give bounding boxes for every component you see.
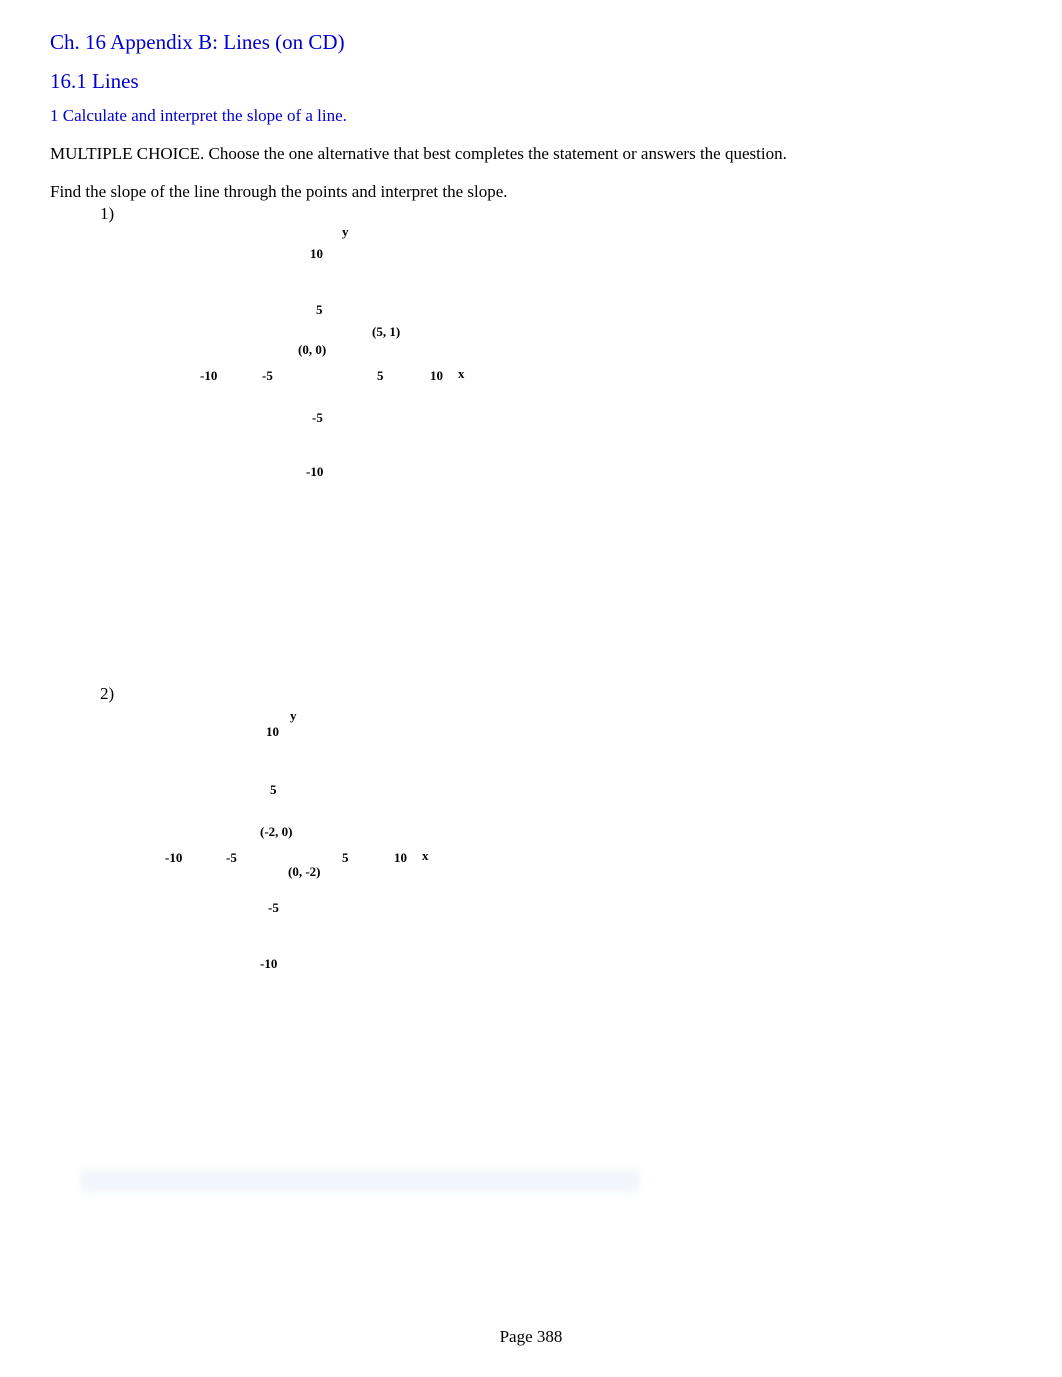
prompt-line: Find the slope of the line through the p…: [50, 182, 1062, 202]
y-axis-label: y: [290, 708, 297, 724]
y-tick-neg5: -5: [312, 410, 323, 426]
point-label-5-1: (5, 1): [372, 324, 400, 340]
y-tick-neg10: -10: [306, 464, 323, 480]
redacted-bar: [80, 1170, 640, 1192]
x-tick-10: 10: [394, 850, 407, 866]
instruction-line: MULTIPLE CHOICE. Choose the one alternat…: [50, 144, 1062, 164]
point-label-0-neg2: (0, -2): [288, 864, 321, 880]
y-tick-5: 5: [270, 782, 277, 798]
x-tick-neg10: -10: [165, 850, 182, 866]
question-number: 1): [100, 204, 114, 224]
section-title: 16.1 Lines: [50, 69, 1062, 94]
y-tick-5: 5: [316, 302, 323, 318]
y-tick-neg5: -5: [268, 900, 279, 916]
graph-1: y 10 5 -5 -10 -10 -5 5 10 x (0, 0) (5, 1…: [140, 224, 490, 524]
x-axis-label: x: [422, 848, 429, 864]
x-tick-neg5: -5: [226, 850, 237, 866]
x-tick-5: 5: [377, 368, 384, 384]
x-tick-5: 5: [342, 850, 349, 866]
point-label-neg2-0: (-2, 0): [260, 824, 293, 840]
chapter-title: Ch. 16 Appendix B: Lines (on CD): [50, 30, 1062, 55]
y-axis-label: y: [342, 224, 349, 240]
x-tick-neg5: -5: [262, 368, 273, 384]
page: Ch. 16 Appendix B: Lines (on CD) 16.1 Li…: [0, 0, 1062, 1377]
x-tick-10: 10: [430, 368, 443, 384]
y-tick-10: 10: [310, 246, 323, 262]
y-tick-neg10: -10: [260, 956, 277, 972]
x-axis-label: x: [458, 366, 465, 382]
x-tick-neg10: -10: [200, 368, 217, 384]
page-number: Page 388: [0, 1327, 1062, 1347]
question-number: 2): [100, 684, 114, 704]
point-label-0-0: (0, 0): [298, 342, 326, 358]
graph-2: y 10 5 -5 -10 -10 -5 5 10 x (-2, 0) (0, …: [120, 708, 470, 1008]
question-1: 1) y 10 5 -5 -10 -10 -5 5 10 x (0, 0) (5…: [50, 204, 1062, 684]
y-tick-10: 10: [266, 724, 279, 740]
objective-line: 1 Calculate and interpret the slope of a…: [50, 106, 1062, 126]
question-2: 2) y 10 5 -5 -10 -10 -5 5 10 x (-2, 0) (…: [50, 684, 1062, 1104]
